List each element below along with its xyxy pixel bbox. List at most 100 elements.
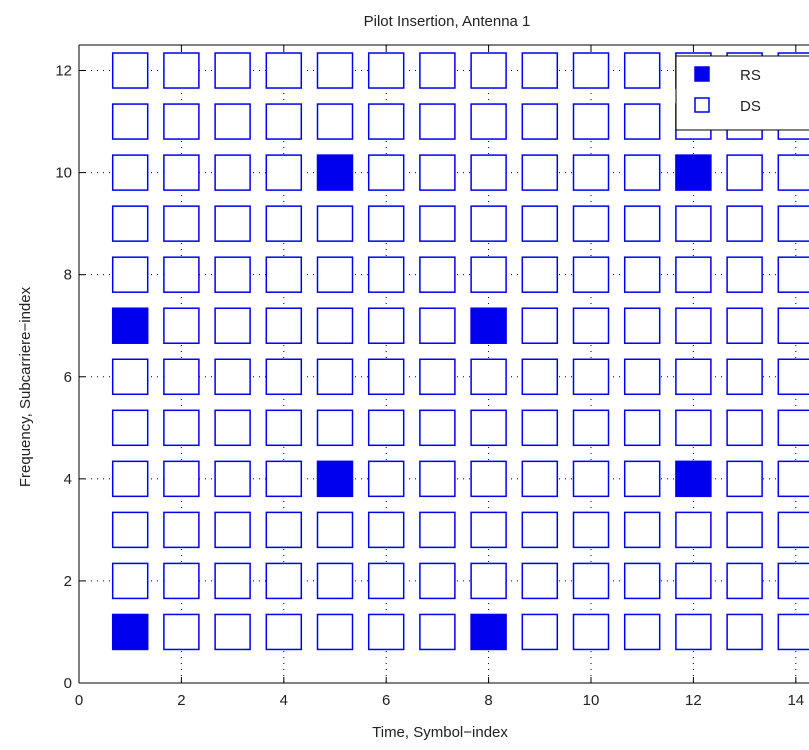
ds-marker <box>572 154 610 191</box>
ds-marker <box>572 205 610 242</box>
ds-marker <box>214 52 251 89</box>
ds-marker <box>367 409 405 447</box>
ds-marker <box>316 409 354 447</box>
legend-ds-label: DS <box>740 98 761 115</box>
x-axis-label: Time, Symbol−index <box>372 724 508 741</box>
ds-marker <box>572 103 610 140</box>
ds-marker <box>419 103 456 140</box>
ds-marker <box>777 256 809 293</box>
ds-marker <box>419 511 456 549</box>
ds-marker <box>367 460 405 498</box>
ds-marker <box>572 358 610 396</box>
ds-marker <box>163 154 200 191</box>
ds-marker <box>675 205 712 242</box>
ds-marker <box>316 205 354 242</box>
ds-marker <box>521 154 559 191</box>
ds-marker <box>163 460 200 498</box>
ds-marker <box>214 613 251 651</box>
ds-marker <box>214 358 251 396</box>
ds-marker <box>726 511 763 549</box>
ds-marker <box>316 511 354 549</box>
ds-marker <box>419 205 456 242</box>
ds-marker <box>214 154 251 191</box>
ds-marker <box>521 358 559 396</box>
ds-marker <box>111 103 149 140</box>
ds-marker <box>777 562 809 600</box>
ds-marker <box>367 256 405 293</box>
x-tick-label-8: 8 <box>484 692 492 709</box>
ds-marker <box>726 460 763 498</box>
ds-marker <box>572 256 610 293</box>
ds-marker <box>675 613 712 651</box>
ds-marker <box>163 613 200 651</box>
ds-marker <box>163 562 200 600</box>
ds-marker <box>726 154 763 191</box>
ds-marker <box>521 460 559 498</box>
ds-marker <box>111 256 149 293</box>
ds-marker <box>521 562 559 600</box>
ds-marker <box>777 307 809 344</box>
ds-marker <box>367 154 405 191</box>
ds-marker <box>470 460 507 498</box>
y-axis-label: Frequency, Subcarriere−index <box>17 286 34 487</box>
ds-marker <box>316 613 354 651</box>
ds-marker <box>419 52 456 89</box>
ds-marker <box>265 511 303 549</box>
ds-marker <box>163 52 200 89</box>
rs-marker <box>675 154 712 191</box>
ds-marker <box>675 409 712 447</box>
rs-marker <box>316 154 354 191</box>
ds-marker <box>316 358 354 396</box>
ds-marker <box>419 460 456 498</box>
ds-marker <box>163 103 200 140</box>
ds-marker <box>111 358 149 396</box>
ds-marker <box>316 103 354 140</box>
ds-marker <box>521 409 559 447</box>
ds-marker <box>111 205 149 242</box>
ds-marker <box>367 613 405 651</box>
ds-marker <box>623 52 661 89</box>
y-tick-label-8: 8 <box>64 267 72 284</box>
ds-marker <box>470 52 507 89</box>
x-tick-label-4: 4 <box>280 692 288 709</box>
ds-marker <box>419 562 456 600</box>
rs-marker <box>470 613 507 651</box>
ds-marker <box>265 256 303 293</box>
ds-marker <box>316 52 354 89</box>
ds-marker <box>572 307 610 344</box>
y-tick-label-2: 2 <box>64 573 72 590</box>
ds-marker <box>726 256 763 293</box>
ds-marker <box>470 256 507 293</box>
ds-marker <box>470 154 507 191</box>
x-tick-label-14: 14 <box>787 692 804 709</box>
ds-marker <box>111 154 149 191</box>
ds-marker <box>623 562 661 600</box>
ds-marker <box>572 409 610 447</box>
ds-marker <box>623 307 661 344</box>
ds-marker <box>470 511 507 549</box>
ds-marker <box>214 103 251 140</box>
ds-marker <box>316 256 354 293</box>
ds-marker <box>419 307 456 344</box>
ds-marker <box>111 562 149 600</box>
ds-marker <box>367 511 405 549</box>
ds-marker <box>521 613 559 651</box>
ds-marker <box>777 205 809 242</box>
ds-marker <box>265 205 303 242</box>
ds-marker <box>572 460 610 498</box>
ds-marker <box>316 307 354 344</box>
ds-marker <box>367 562 405 600</box>
ds-marker <box>419 409 456 447</box>
ds-marker <box>265 103 303 140</box>
ds-marker <box>367 307 405 344</box>
ds-marker <box>623 358 661 396</box>
ds-marker <box>675 307 712 344</box>
ds-marker <box>623 511 661 549</box>
legend-rs-marker <box>694 66 710 82</box>
ds-marker <box>419 154 456 191</box>
ticks: 0 2 4 6 8 10 12 0 2 4 6 8 10 12 14 <box>55 45 804 709</box>
x-tick-label-10: 10 <box>583 692 600 709</box>
ds-marker <box>470 205 507 242</box>
ds-marker <box>726 409 763 447</box>
